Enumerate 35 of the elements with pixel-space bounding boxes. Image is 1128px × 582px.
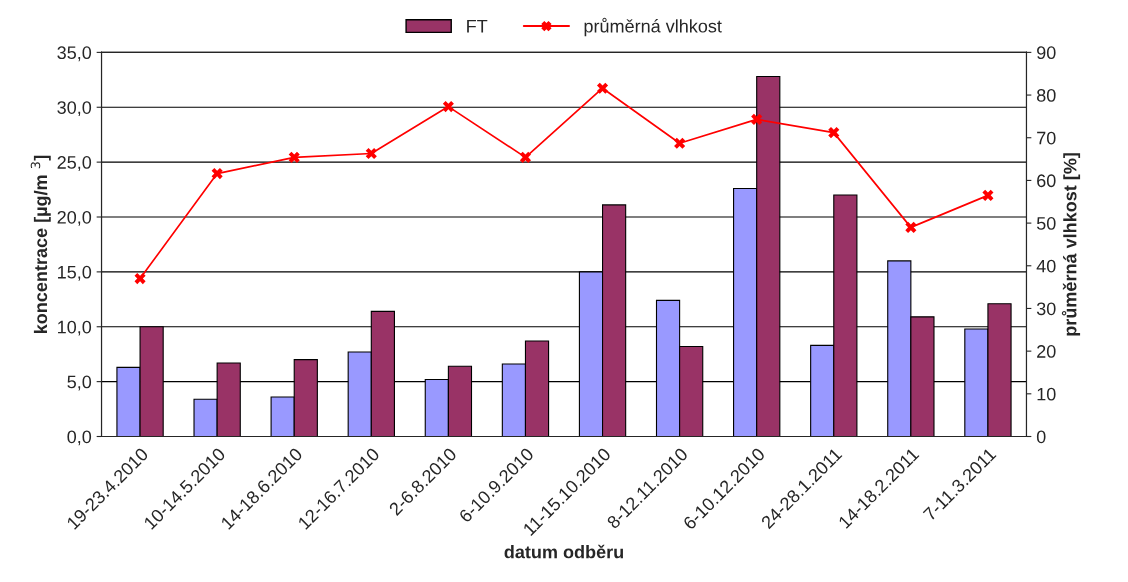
y-tick-label: 15,0: [58, 265, 92, 281]
y2-axis-title: průměrná vlhkost [%]: [1061, 153, 1081, 336]
point: [828, 127, 840, 139]
point: [596, 82, 609, 94]
y-tick-label: 5,0: [67, 375, 92, 391]
point: [674, 137, 686, 149]
y-tick-label: 10,0: [58, 320, 92, 336]
y2-tick-label: 20: [1037, 345, 1056, 358]
y-tick-label: 30,0: [57, 101, 92, 117]
point: [905, 221, 917, 233]
y2-tick-label: 10: [1037, 387, 1056, 401]
y2-tick-label: 70: [1037, 131, 1056, 145]
point: [442, 101, 454, 113]
point: [288, 151, 300, 163]
y2-tick-label: 80: [1036, 88, 1056, 102]
point: [751, 113, 763, 125]
y2-tick-label: 50: [1036, 217, 1056, 230]
x-axis-title: datum odběru: [504, 544, 623, 559]
y2-tick-label: 60: [1037, 174, 1056, 188]
y2-tick-label: 0: [1036, 430, 1046, 444]
legend-label: FT: [467, 19, 488, 33]
point: [519, 151, 532, 163]
y-tick-label: 25,0: [57, 156, 92, 171]
y-tick-label: 20,0: [57, 210, 92, 226]
legend-label: průměrná vlhkost: [584, 17, 722, 37]
point: [211, 168, 223, 180]
y2-tick-label: 30: [1036, 302, 1056, 316]
point: [982, 189, 994, 201]
y-axis-title: koncentrace [µg/m $^{3}$]: [30, 155, 51, 334]
y2-tick-label: 40: [1036, 259, 1056, 273]
y-tick-label: 0,0: [67, 430, 92, 446]
point: [134, 273, 146, 285]
y-tick-label: 35,0: [57, 46, 92, 62]
y2-tick-label: 90: [1037, 46, 1056, 60]
point: [365, 147, 377, 160]
